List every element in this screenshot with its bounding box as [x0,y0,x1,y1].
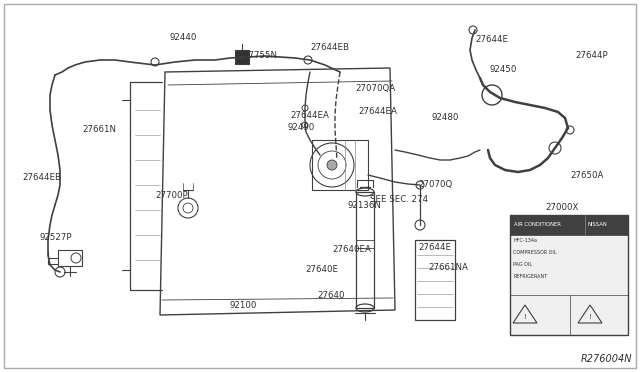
Bar [356,192,374,308]
Text: 27700P: 27700P [155,190,188,199]
Bar [58,250,82,266]
Text: 92480: 92480 [432,113,460,122]
Text: 27644EA: 27644EA [358,108,397,116]
Circle shape [327,160,337,170]
Text: 27644EB: 27644EB [22,173,61,183]
Text: 27644EB: 27644EB [310,44,349,52]
Text: 92527P: 92527P [40,234,72,243]
Text: 27070Q: 27070Q [418,180,452,189]
Bar [235,50,249,64]
Text: REFRIGERANT: REFRIGERANT [513,275,547,279]
Text: COMPRESSOR OIL: COMPRESSOR OIL [513,250,557,256]
Text: AIR CONDITIONER: AIR CONDITIONER [514,222,561,228]
Text: 27661N: 27661N [82,125,116,135]
Text: R276004N: R276004N [580,354,632,364]
Text: 27661NA: 27661NA [428,263,468,273]
Text: 27644P: 27644P [575,51,607,60]
Text: 27644E: 27644E [418,244,451,253]
Text: 92490: 92490 [288,124,316,132]
Text: 27070QA: 27070QA [355,83,395,93]
Text: PAG OIL: PAG OIL [513,263,532,267]
Text: 27000X: 27000X [545,203,579,212]
Text: 92450: 92450 [490,65,517,74]
Text: 27644EA: 27644EA [290,110,329,119]
Bar [510,215,628,335]
Text: 27640EA: 27640EA [332,246,371,254]
Text: !: ! [524,314,527,320]
Text: HFC-134a: HFC-134a [513,238,537,244]
Text: 27640E: 27640E [305,266,338,275]
Text: SEE SEC. 274: SEE SEC. 274 [370,196,428,205]
Bar [510,215,628,235]
Text: 27644E: 27644E [475,35,508,45]
Text: NISSAN: NISSAN [588,222,608,228]
Text: 27755N: 27755N [243,51,277,60]
Text: 27640: 27640 [317,292,344,301]
Text: !: ! [589,314,591,320]
Text: 92136N: 92136N [348,201,382,209]
Text: 92440: 92440 [170,33,197,42]
Text: 27650A: 27650A [570,170,604,180]
Text: 92100: 92100 [230,301,257,310]
